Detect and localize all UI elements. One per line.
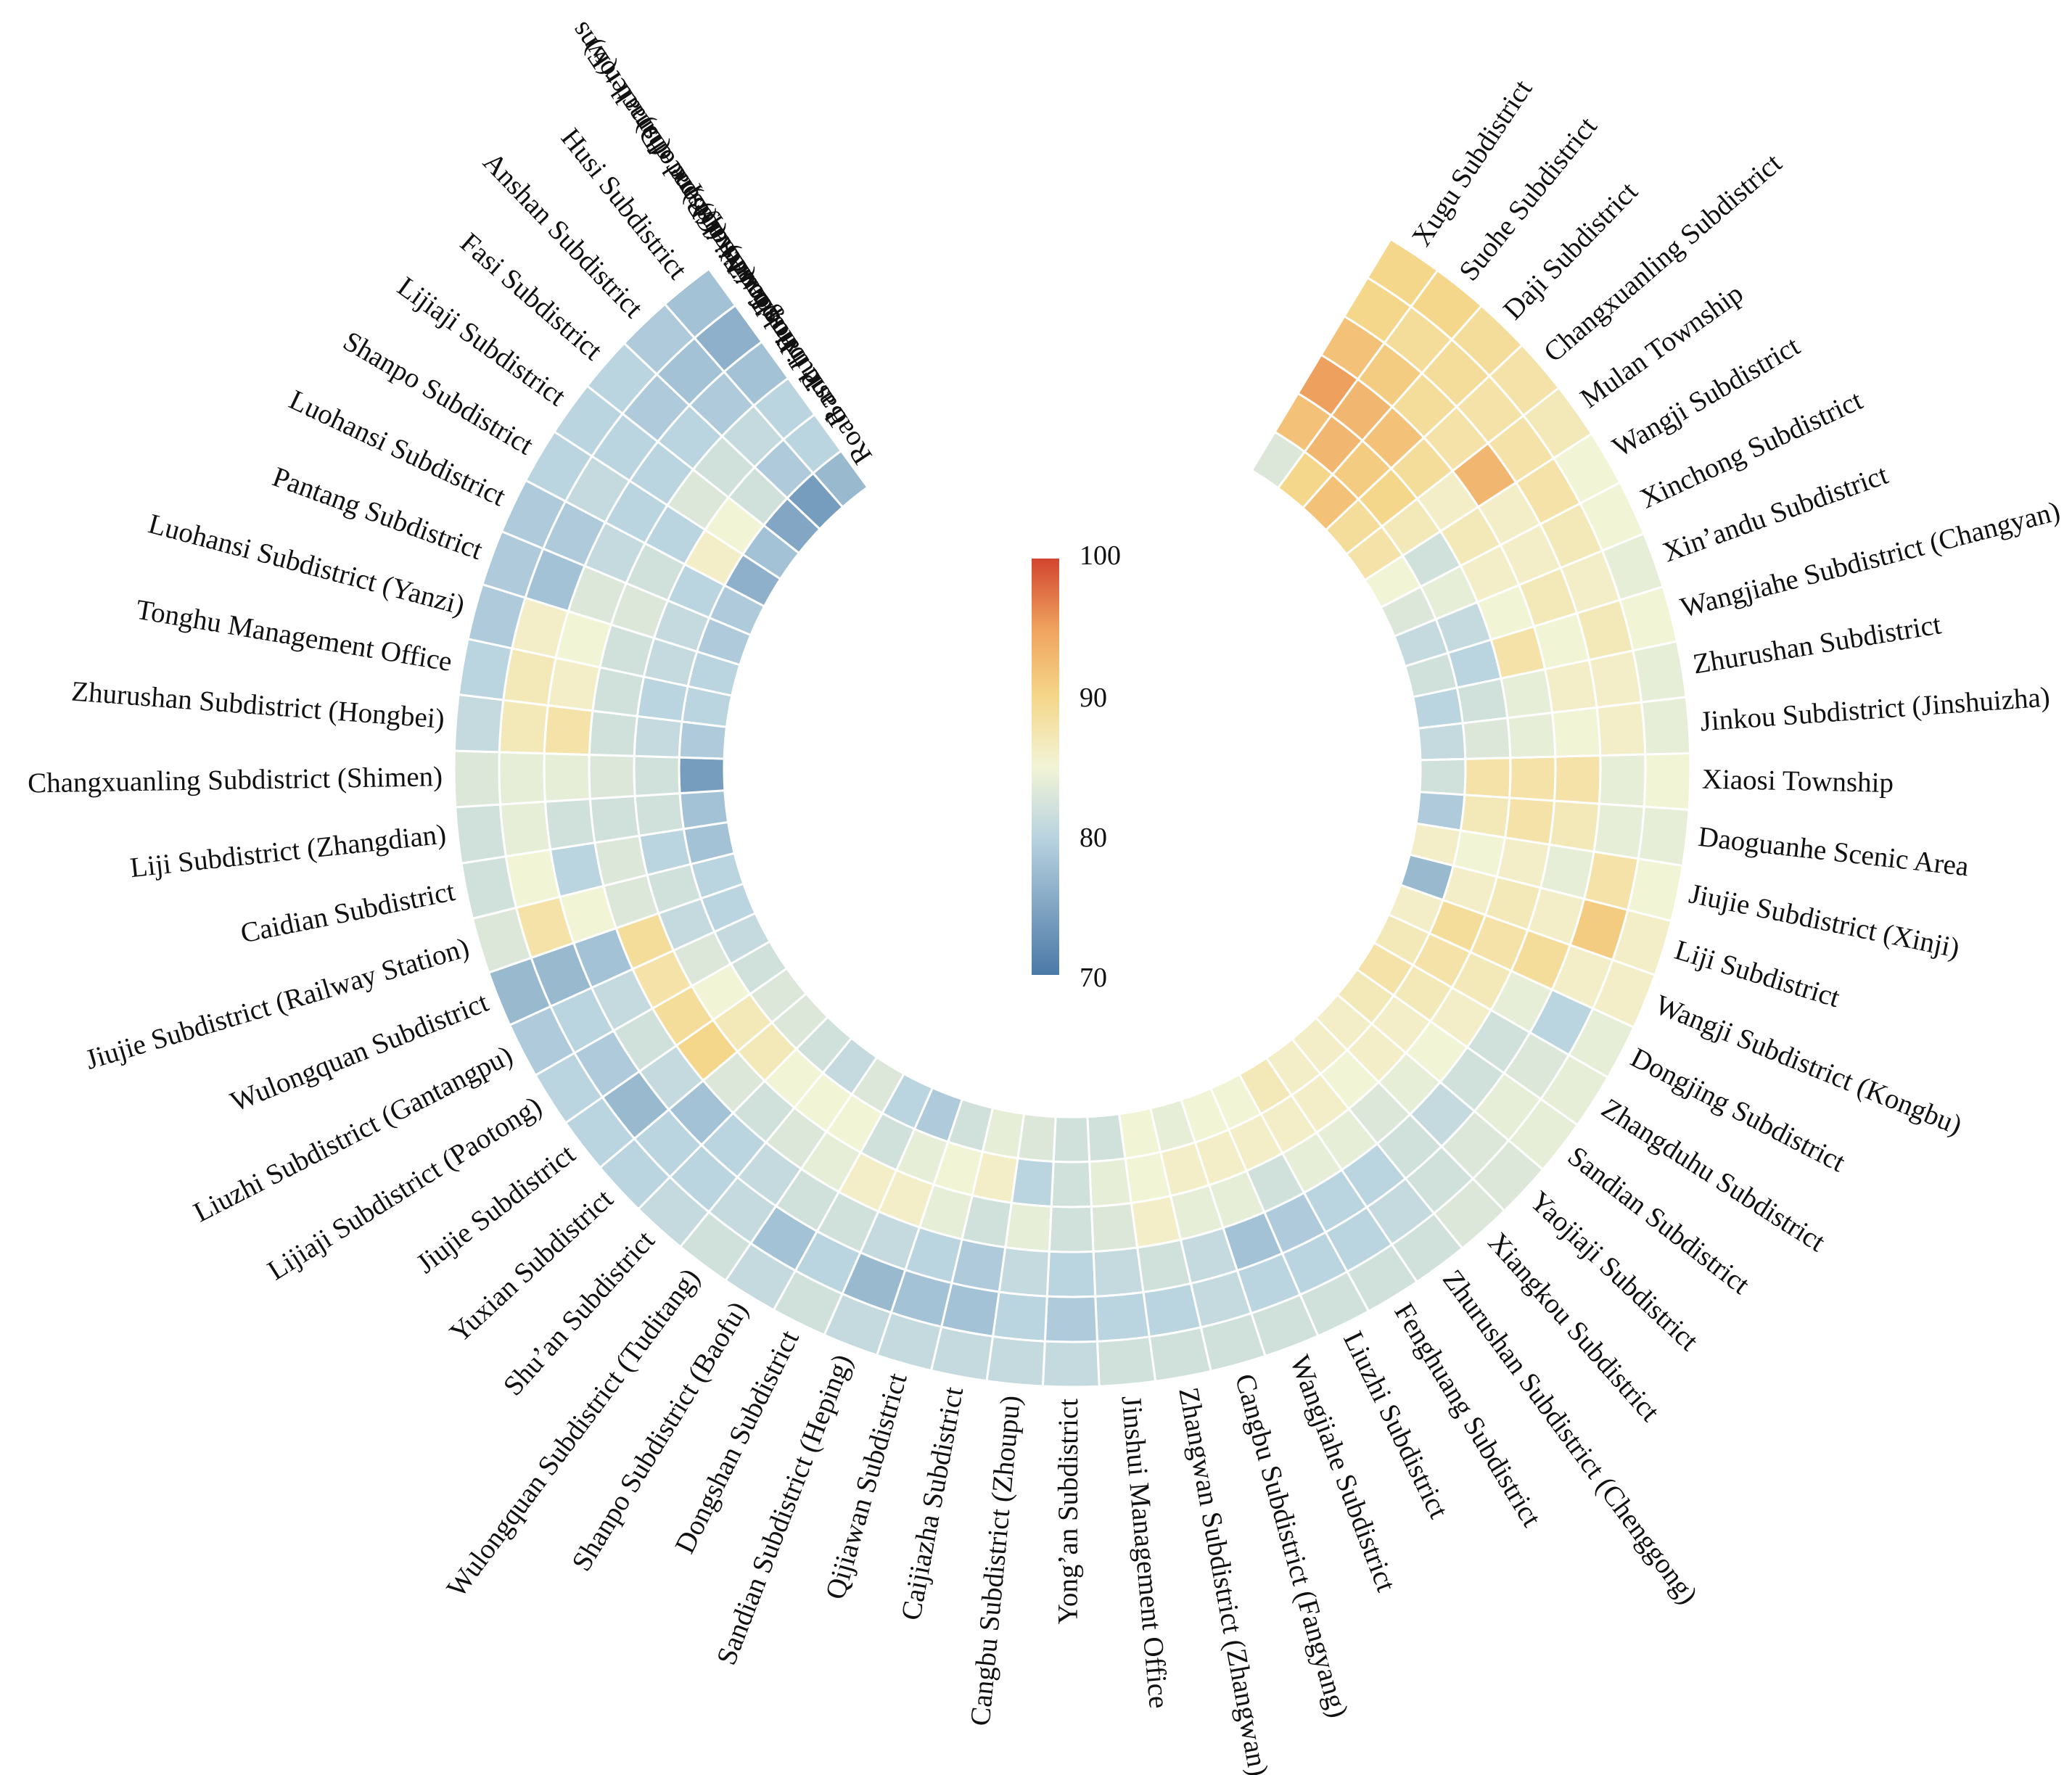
town-label: Changxuanling Subdistrict (Shimen): [28, 761, 443, 799]
colorbar-tick-100: 100: [1080, 540, 1121, 571]
heatmap-cell: [1004, 1201, 1053, 1253]
heatmap-cell: [678, 756, 726, 795]
heatmap-cell: [633, 791, 686, 837]
heatmap-cell: [1508, 755, 1557, 802]
town-label: Caidian Subdistrict: [238, 876, 458, 950]
heatmap-cell: [1095, 1335, 1157, 1388]
town-label: Yong’an Subdistrict: [1053, 1399, 1085, 1625]
heatmap-cell: [1632, 640, 1687, 704]
heatmap-cell: [498, 751, 546, 806]
heatmap-cell: [588, 753, 636, 800]
heatmap-cell: [1094, 1290, 1151, 1343]
heatmap-cell: [1643, 751, 1692, 811]
colorbar-tick-80: 80: [1080, 823, 1107, 853]
town-label: Jinshui Management Office: [1116, 1394, 1175, 1710]
town-label: Liji Subdistrict (Zhangdian): [128, 818, 448, 884]
heatmap-cell: [991, 1290, 1048, 1343]
town-label: Anshan Subdistrict: [477, 147, 649, 324]
town-label: Xiaosi Township: [1701, 764, 1894, 799]
town-label: Wangji Subdistrict (Kongbu): [1650, 989, 1966, 1141]
town-label: Sandian Subdistrict (Heping): [711, 1350, 858, 1669]
heatmap-cell: [1455, 677, 1509, 725]
town-label: Daoguanhe Scenic Area: [1697, 821, 1970, 883]
heatmap-cell: [1587, 649, 1643, 709]
heatmap-cell: [1553, 754, 1602, 805]
heatmap-cell: [1595, 701, 1647, 757]
heatmap-cell: [1543, 658, 1598, 714]
heatmap-cell: [457, 638, 514, 701]
heatmap-cell: [1418, 757, 1467, 796]
heatmap-cell: [1503, 796, 1556, 847]
heatmap-cells: [453, 237, 1692, 1388]
town-label: Zhurushan Subdistrict (Hongbei): [70, 675, 445, 734]
town-label: Xiangkou Subdistrict: [1481, 1227, 1666, 1428]
town-label: Yaojiaji Subdistrict: [1524, 1185, 1704, 1357]
heatmap-cell: [1041, 1340, 1101, 1388]
heatmap-cell: [663, 267, 737, 340]
heatmap-cell: [633, 714, 683, 759]
heatmap-cell: [1550, 706, 1602, 758]
town-label: Zhangduhu Subdistrict: [1596, 1092, 1831, 1258]
town-label: Fenghuang Subdistrict: [1388, 1298, 1547, 1532]
heatmap-cell: [1548, 799, 1601, 853]
heatmap-cell: [1045, 1250, 1097, 1298]
heatmap-cell: [633, 754, 681, 798]
heatmap-cell: [985, 1335, 1046, 1388]
heatmap-cell: [1640, 696, 1692, 756]
town-label: Yuxian Subdistrict: [444, 1183, 620, 1348]
town-label: Jinkou Subdistrict (Jinshuizha): [1699, 681, 2051, 737]
heatmap-cell: [543, 752, 591, 803]
heatmap-cell: [1506, 711, 1557, 759]
heatmap-cell: [1637, 805, 1690, 868]
heatmap-cell: [1592, 802, 1645, 860]
town-label: Liji Subdistrict: [1671, 934, 1843, 1013]
colorbar-tick-70: 70: [1080, 963, 1107, 993]
town-label: Caijiazha Subdistrict: [895, 1384, 969, 1623]
heatmap-cell: [453, 693, 505, 754]
heatmap-cell: [1598, 753, 1647, 808]
heatmap-cell: [460, 854, 518, 921]
heatmap-cell: [1050, 1160, 1093, 1208]
colorbar-gradient: [1032, 559, 1059, 975]
heatmap-cell: [498, 800, 552, 858]
heatmap-cell: [1088, 1157, 1132, 1208]
heatmap-cell: [543, 704, 594, 757]
colorbar-tick-90: 90: [1080, 683, 1107, 713]
heatmap-cell: [588, 794, 641, 844]
heatmap-cell: [454, 803, 507, 865]
heatmap-cell: [498, 699, 549, 755]
heatmap-cell: [453, 749, 502, 809]
heatmap-cell: [1461, 717, 1512, 760]
heatmap-cell: [1048, 1205, 1095, 1253]
heatmap-cell: [1043, 1295, 1099, 1343]
heatmap-cell: [1417, 722, 1467, 762]
heatmap-cell: [1090, 1201, 1139, 1253]
heatmap-cell: [1052, 1115, 1091, 1164]
heatmap-cell: [1086, 1112, 1127, 1164]
heatmap-cell: [1148, 1326, 1212, 1383]
town-label: Cangbu Subdistrict (Zhoupu): [965, 1394, 1027, 1727]
colorbar: 100 90 80 70: [1032, 540, 1121, 993]
heatmap-cell: [543, 797, 596, 851]
heatmap-cell: [1500, 667, 1554, 720]
heatmap-cell: [1463, 757, 1512, 799]
heatmap-cell: [678, 789, 730, 831]
heatmap-cell: [1092, 1246, 1145, 1298]
heatmap-cell: [1130, 1194, 1183, 1249]
town-label: Jiujie Subdistrict (Railway Station): [82, 931, 473, 1075]
town-label: Shu’an Subdistrict: [497, 1224, 661, 1401]
town-label: Zhurushan Subdistrict: [1691, 609, 1944, 680]
heatmap-cell: [588, 709, 639, 757]
heatmap-cell: [998, 1245, 1051, 1298]
